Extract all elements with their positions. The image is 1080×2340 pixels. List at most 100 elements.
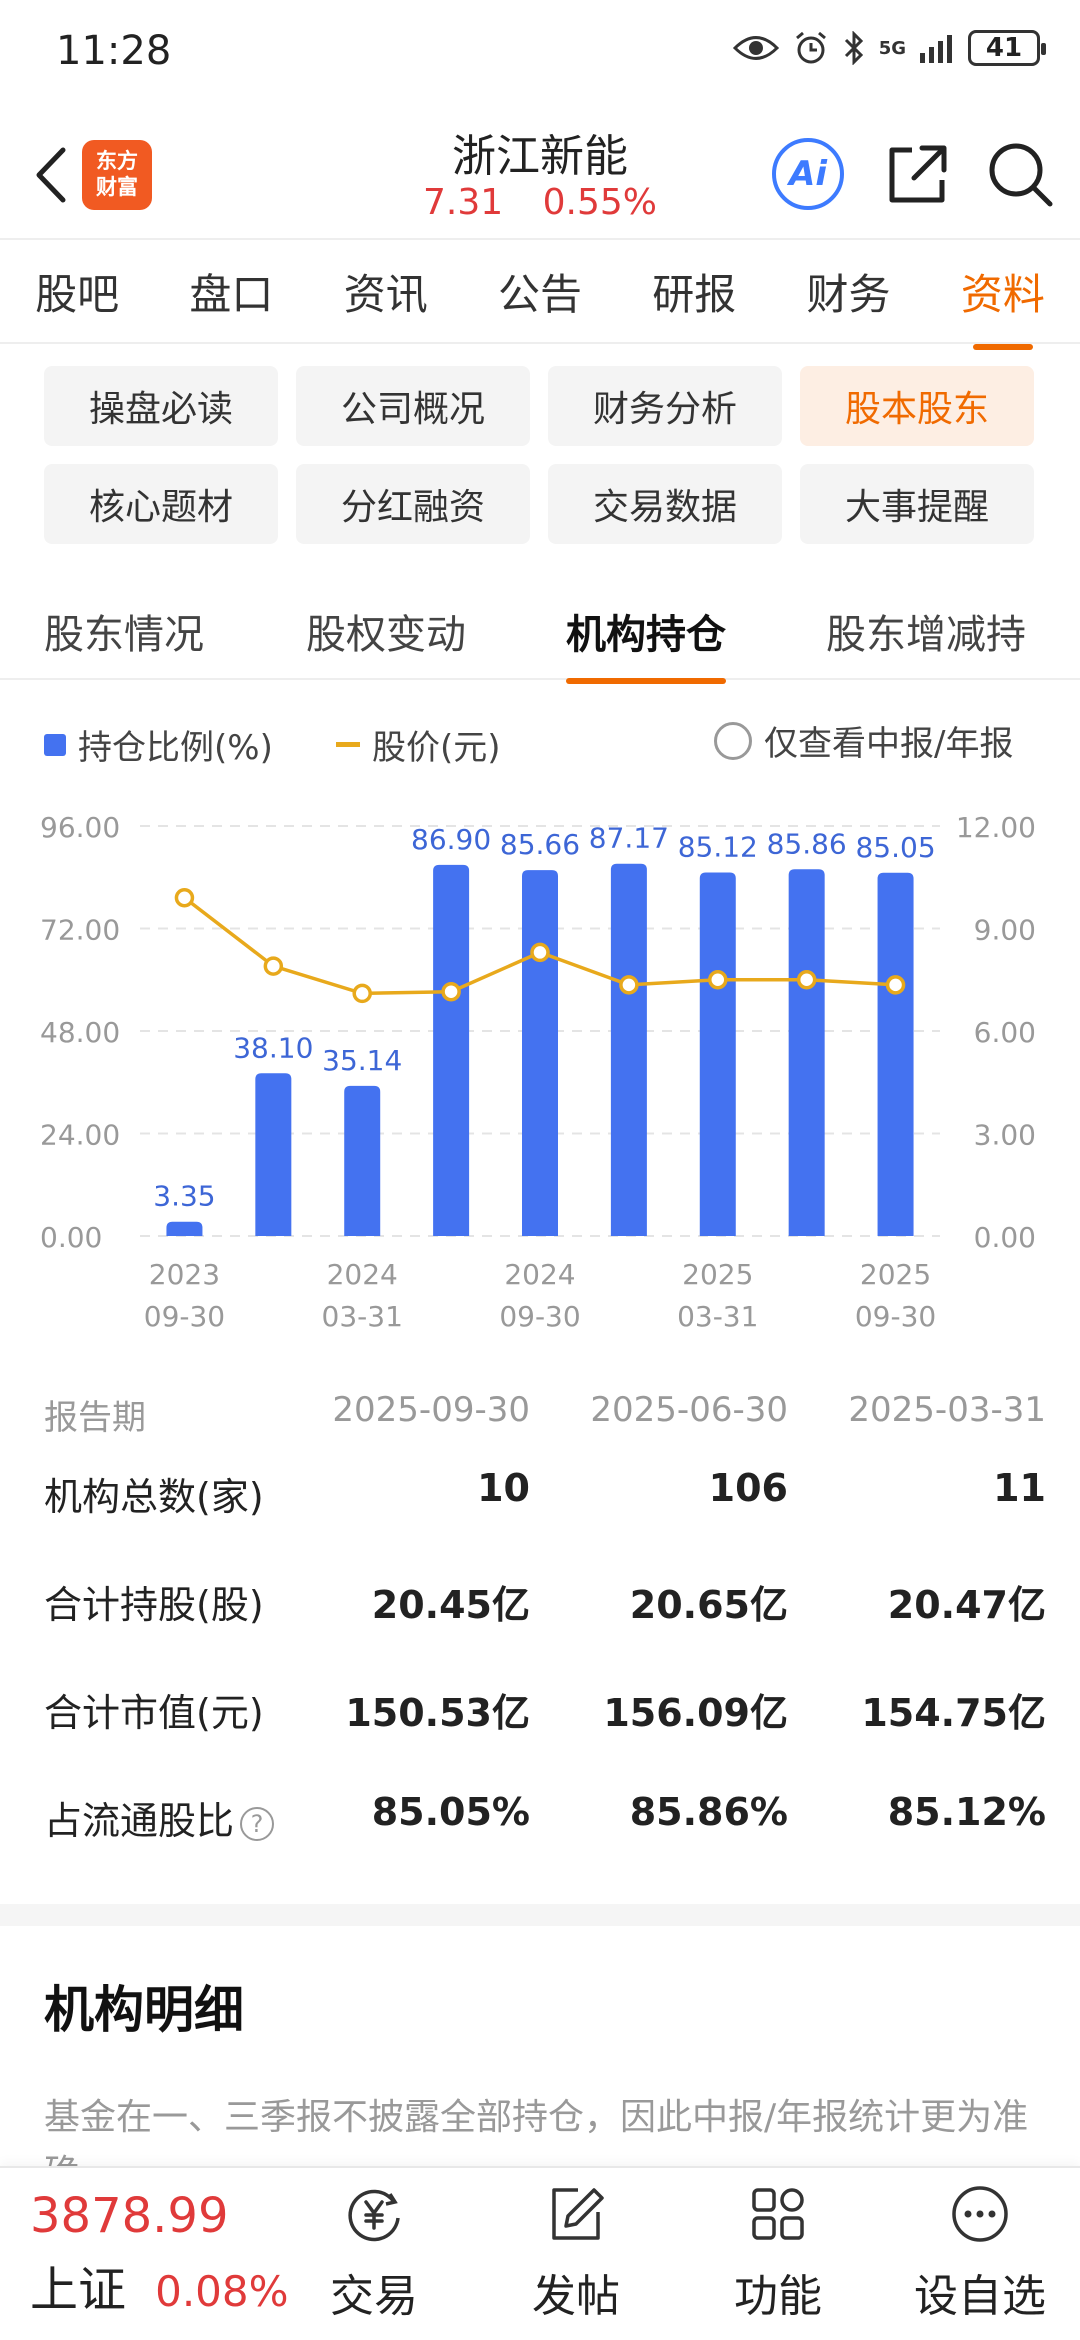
y-left-tick-label: 0.00	[40, 1221, 102, 1254]
ai-label: Ai	[789, 154, 827, 194]
subtab-shareholders[interactable]: 股东情况	[44, 612, 204, 658]
functions-button[interactable]: 功能	[698, 2182, 858, 2324]
cell: 10	[477, 1466, 530, 1510]
chip-dividends[interactable]: 分红融资	[296, 464, 530, 544]
section-divider	[0, 1904, 1080, 1926]
grid-icon	[752, 2188, 804, 2240]
holdings-chart: 0.00 24.00 48.00 72.00 96.00 0.00 3.00 6.00 9.00…	[0, 790, 1080, 1350]
chip-company-overview[interactable]: 公司概况	[296, 366, 530, 446]
bar	[610, 863, 647, 1236]
eastmoney-logo[interactable]: 东方 财富	[82, 140, 152, 210]
bar-value-label: 35.14	[322, 1044, 402, 1077]
period-col-3: 2025-03-31	[848, 1390, 1046, 1430]
table-row: 合计持股(股) 20.45亿 20.65亿 20.47亿	[0, 1562, 1080, 1670]
cell: 156.09亿	[603, 1691, 788, 1735]
index-name: 上证	[30, 2262, 127, 2318]
holdings-summary-table: 报告期 2025-09-30 2025-06-30 2025-03-31 机构总…	[0, 1390, 1080, 1886]
x-tick-label: 2025	[860, 1258, 931, 1291]
alarm-icon	[795, 31, 826, 64]
cell: 150.53亿	[345, 1691, 530, 1735]
tab-guba[interactable]: 股吧	[35, 269, 120, 319]
x-tick-label: 2025	[682, 1258, 753, 1291]
index-change-pct: 0.08%	[155, 2267, 289, 2316]
signal-icon	[920, 35, 952, 63]
chip-trading-guide[interactable]: 操盘必读	[44, 366, 278, 446]
holdings-chart-svg: 0.00 24.00 48.00 72.00 96.00 0.00 3.00 6.00 9.00…	[40, 811, 1036, 1333]
logo-line2: 财富	[96, 175, 138, 199]
bar	[166, 1221, 203, 1236]
index-value: 3878.99	[30, 2188, 229, 2244]
bar	[699, 872, 736, 1236]
x-tick-label: 09-30	[855, 1300, 936, 1333]
chip-core-themes[interactable]: 核心题材	[44, 464, 278, 544]
chart-legend: 持仓比例(%) 股价(元) 仅查看中报/年报	[0, 712, 1080, 772]
legend-line-label: 股价(元)	[372, 728, 501, 768]
institution-detail-note: 基金在一、三季报不披露全部持仓，因此中报/年报统计更为准确	[44, 2097, 1029, 2194]
add-watchlist-label: 设自选	[914, 2271, 1046, 2322]
bar	[433, 864, 470, 1236]
battery-icon: 41	[968, 30, 1046, 66]
stock-change-pct: 0.55%	[542, 182, 657, 223]
subtab-equity-change[interactable]: 股权变动	[306, 612, 466, 658]
chip-financial-analysis[interactable]: 财务分析	[548, 366, 782, 446]
price-point	[352, 983, 372, 1004]
back-arrow-icon	[36, 147, 66, 203]
status-bar: 11:28 5G 41	[0, 0, 1080, 110]
tab-profile[interactable]: 资料	[955, 261, 1051, 322]
bar	[788, 869, 825, 1236]
functions-label: 功能	[734, 2271, 822, 2322]
post-label: 发帖	[532, 2271, 620, 2322]
tab-announcements[interactable]: 公告	[497, 269, 582, 319]
chip-trading-data[interactable]: 交易数据	[548, 464, 782, 544]
bar-value-label: 85.12	[678, 830, 758, 863]
half-year-filter[interactable]: 仅查看中报/年报	[714, 716, 1013, 765]
y-left-tick-label: 96.00	[40, 811, 120, 844]
back-button[interactable]	[20, 140, 80, 210]
half-year-filter-label: 仅查看中报/年报	[764, 724, 1014, 764]
help-icon[interactable]: ?	[240, 1806, 275, 1841]
stock-quote: 7.31 0.55%	[0, 182, 1080, 223]
share-icon	[889, 145, 947, 203]
cell: 154.75亿	[861, 1691, 1046, 1735]
price-point	[619, 975, 639, 995]
cell: 106	[708, 1466, 788, 1510]
bar-value-label: 86.90	[411, 823, 491, 856]
index-ticker[interactable]: 3878.99 上证 0.08%	[30, 2188, 290, 2320]
ai-button[interactable]: Ai	[772, 138, 844, 210]
add-watchlist-button[interactable]: 设自选	[900, 2182, 1060, 2324]
tab-research[interactable]: 研报	[652, 269, 737, 319]
logo-line1: 东方	[96, 149, 138, 173]
stock-header: 东方 财富 浙江新能 7.31 0.55% Ai	[0, 110, 1080, 240]
yen-cycle-icon	[348, 2189, 400, 2242]
post-button[interactable]: 发帖	[496, 2182, 656, 2324]
x-tick-label: 2024	[327, 1258, 398, 1291]
table-row: 合计市值(元) 150.53亿 156.09亿 154.75亿	[0, 1670, 1080, 1778]
y-right-tick-label: 6.00	[974, 1016, 1036, 1049]
subtab-holding-changes[interactable]: 股东增减持	[826, 612, 1026, 658]
chip-shareholders[interactable]: 股本股东	[800, 366, 1034, 446]
search-button[interactable]	[986, 140, 1056, 210]
radio-icon[interactable]	[714, 721, 752, 760]
status-time: 11:28	[56, 28, 172, 74]
bluetooth-icon	[844, 31, 863, 65]
bottom-bar: 3878.99 上证 0.08% 交易 发帖 功能 设自选	[0, 2166, 1080, 2340]
y-right-tick-label: 12.00	[956, 811, 1036, 844]
price-point	[174, 888, 195, 908]
tab-finance[interactable]: 财务	[806, 269, 891, 319]
cell: 20.45亿	[371, 1583, 530, 1627]
x-tick-label: 2024	[504, 1258, 575, 1291]
x-tick-label: 03-31	[677, 1300, 758, 1333]
row-label-float-ratio: 占流通股比?	[44, 1790, 275, 1845]
share-button[interactable]	[882, 140, 952, 210]
x-tick-label: 2023	[149, 1258, 220, 1291]
subtab-institutional-holdings[interactable]: 机构持仓	[566, 602, 726, 684]
tab-news[interactable]: 资讯	[343, 269, 428, 319]
cell: 85.05%	[371, 1790, 530, 1834]
y-left-tick-label: 24.00	[40, 1119, 120, 1152]
tab-pankou[interactable]: 盘口	[189, 269, 274, 319]
main-tabs: 股吧 盘口 资讯 公告 研报 财务 资料	[0, 240, 1080, 344]
trade-button[interactable]: 交易	[294, 2182, 454, 2324]
chip-events[interactable]: 大事提醒	[800, 464, 1034, 544]
trade-label: 交易	[330, 2271, 418, 2322]
price-point	[530, 942, 550, 963]
